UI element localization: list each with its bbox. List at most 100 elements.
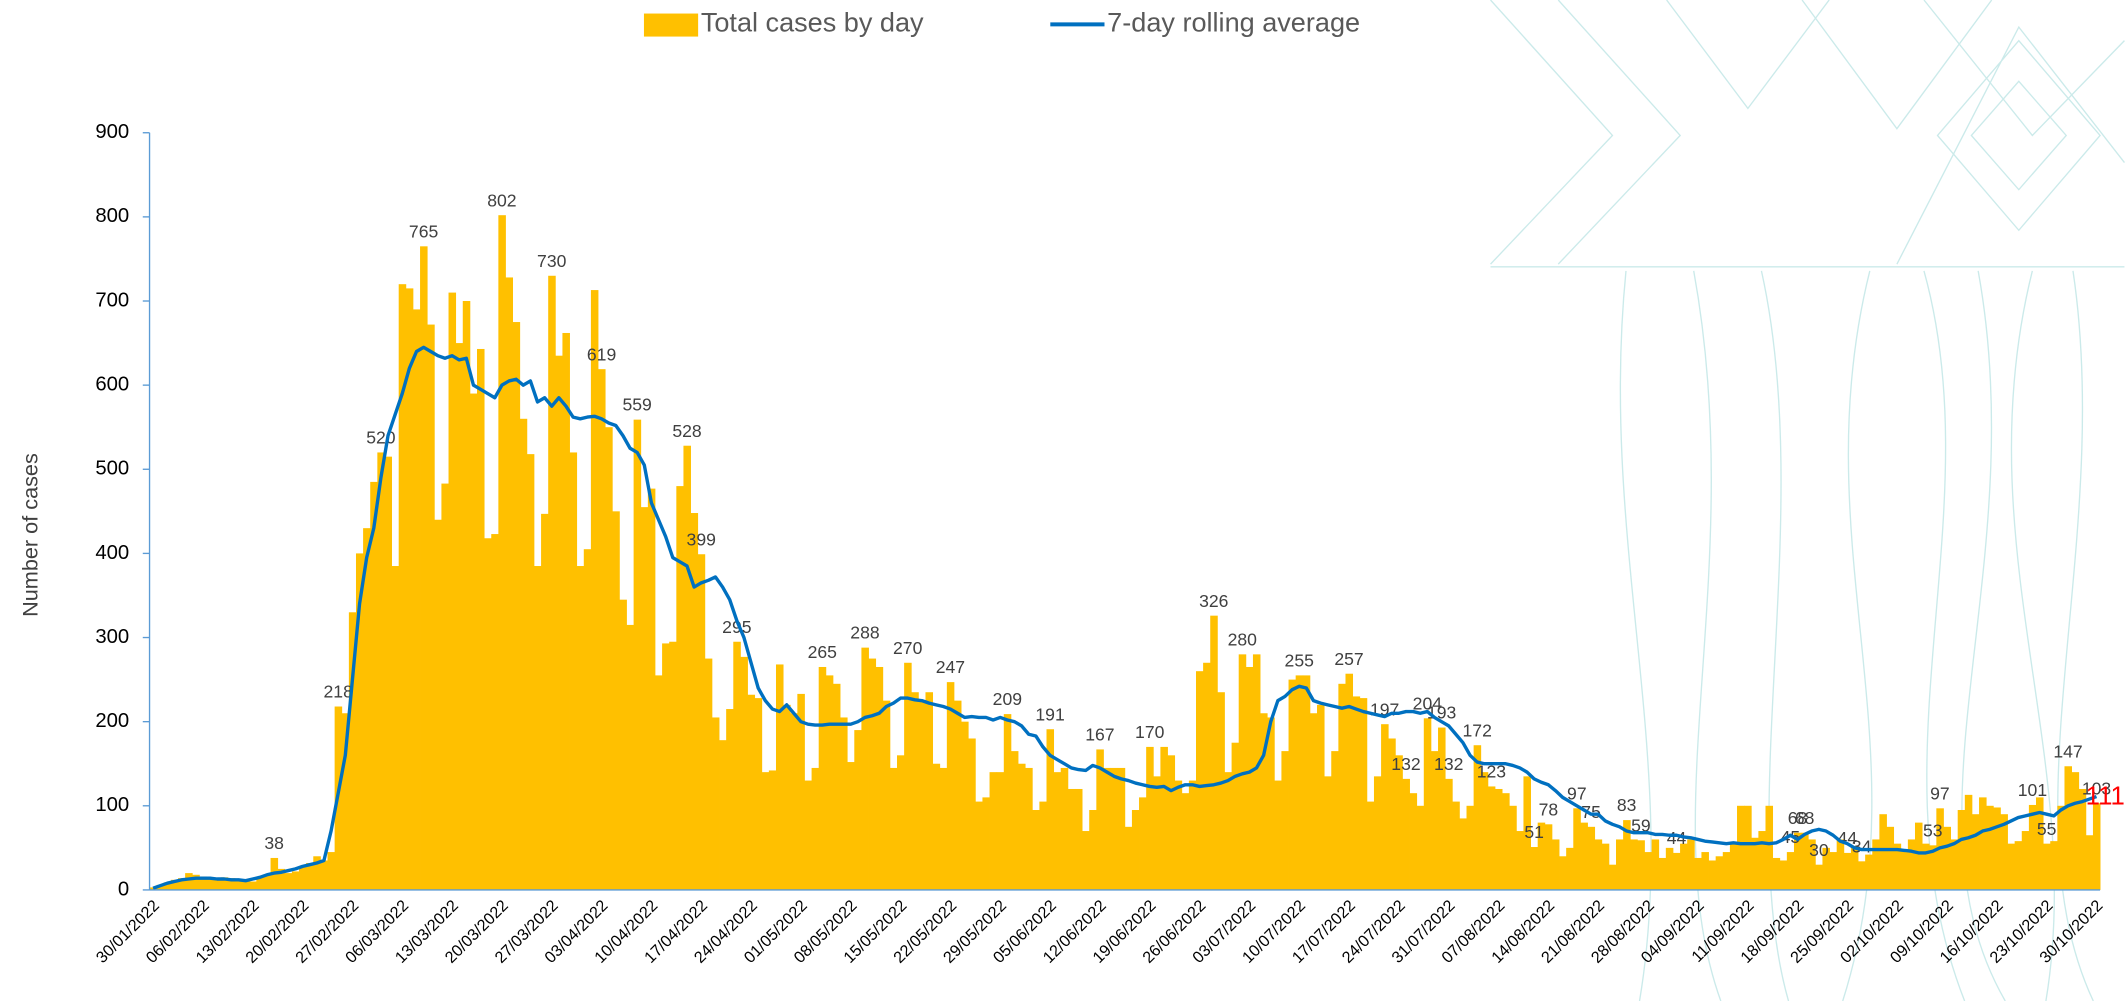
bar (975, 801, 983, 890)
bar (576, 566, 585, 890)
bar (263, 874, 271, 890)
bar (1309, 713, 1318, 890)
bar (690, 513, 699, 890)
bar (1879, 814, 1887, 890)
bar (1680, 843, 1688, 890)
bar (1395, 755, 1403, 890)
bar (1131, 810, 1140, 890)
bar (1559, 856, 1567, 890)
bar (1074, 788, 1083, 890)
bar (1324, 776, 1332, 890)
data-label: 30 (1809, 840, 1829, 860)
bar (299, 866, 307, 890)
bar (505, 277, 514, 890)
bar (946, 682, 955, 890)
bar (1651, 839, 1660, 890)
legend: Total cases by day 7-day rolling average (643, 7, 1360, 38)
y-tick-label: 900 (95, 121, 129, 143)
bar (676, 486, 684, 890)
bar (1708, 860, 1717, 890)
bar (1473, 745, 1482, 890)
bar (1630, 839, 1638, 890)
bar (569, 452, 578, 890)
bar (462, 301, 471, 890)
bar (968, 738, 976, 890)
bar (619, 599, 627, 890)
bar (391, 566, 400, 890)
bar (1217, 692, 1225, 890)
bar (220, 877, 229, 890)
bar (1252, 654, 1261, 890)
data-label: 59 (1631, 815, 1651, 835)
data-label: 399 (687, 529, 716, 549)
bar (1245, 666, 1254, 890)
data-label: 528 (672, 421, 702, 441)
bar (256, 877, 264, 890)
bar (1808, 839, 1816, 890)
bar (434, 519, 442, 890)
bar (1089, 810, 1097, 890)
bar (1430, 751, 1439, 890)
bar (1644, 852, 1652, 890)
bar (804, 780, 812, 890)
bar (918, 700, 926, 890)
bar (2064, 766, 2073, 890)
bar (939, 767, 948, 890)
line (152, 345, 2098, 890)
bar (1416, 805, 1425, 890)
bar (327, 852, 336, 890)
bar (2085, 835, 2094, 890)
bar (1466, 805, 1475, 890)
data-label: 802 (487, 190, 516, 210)
bar (469, 393, 478, 890)
bar (227, 878, 236, 890)
bar (2043, 843, 2051, 890)
bar (1281, 751, 1289, 890)
bar (2028, 804, 2037, 890)
data-label: 280 (1228, 629, 1258, 649)
bar (491, 534, 499, 890)
data-label: 209 (993, 689, 1022, 709)
bar (1032, 810, 1040, 890)
bar (1914, 822, 1923, 890)
bar (761, 772, 770, 890)
line-label: 111 (2086, 783, 2125, 811)
bar (840, 717, 848, 890)
y-tick-label: 700 (95, 289, 129, 311)
bar (1715, 856, 1724, 890)
bar (477, 348, 485, 890)
bar (1060, 767, 1069, 890)
bar (1964, 794, 1973, 890)
bar (1587, 826, 1596, 890)
bar (605, 427, 613, 890)
bar (1480, 772, 1489, 890)
data-label: 559 (622, 395, 651, 415)
data-label: 132 (1391, 754, 1420, 774)
data-label: 147 (2053, 741, 2082, 761)
bar (811, 767, 820, 890)
bar (484, 538, 492, 890)
bar (548, 275, 556, 890)
bar (590, 290, 599, 890)
bar (1260, 713, 1268, 890)
data-label: 218 (324, 682, 354, 702)
bar (1487, 786, 1496, 890)
bar (1181, 793, 1190, 890)
data-label: 619 (587, 344, 616, 364)
bar (2092, 803, 2101, 890)
y-tick-label: 600 (95, 373, 129, 395)
bar (1523, 776, 1531, 890)
bar (412, 309, 421, 890)
bar (925, 692, 934, 890)
bar (199, 876, 207, 890)
bar (662, 643, 670, 890)
bar (1637, 840, 1645, 890)
bar (818, 666, 827, 890)
bar (1551, 839, 1560, 890)
bar (1188, 780, 1197, 890)
data-label: 265 (808, 642, 838, 662)
bar (1537, 822, 1546, 890)
bar (2057, 805, 2065, 890)
data-label: 97 (1567, 783, 1587, 803)
bar (562, 332, 570, 890)
